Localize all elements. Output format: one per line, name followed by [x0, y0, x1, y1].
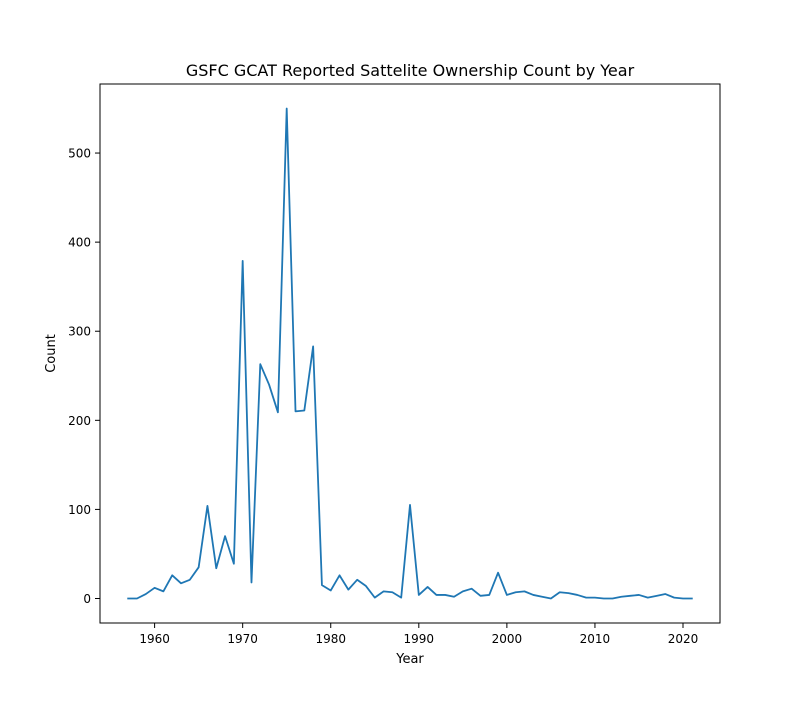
y-tick-label-300: 300	[68, 325, 91, 339]
x-tick-label-1960: 1960	[139, 632, 170, 646]
y-axis: 0 100 200 300 400 500	[68, 147, 100, 606]
y-tick-label-200: 200	[68, 414, 91, 428]
y-tick-label-400: 400	[68, 236, 91, 250]
chart-title: GSFC GCAT Reported Sattelite Ownership C…	[186, 61, 635, 80]
x-tick-label-1990: 1990	[404, 632, 435, 646]
x-tick-label-1970: 1970	[227, 632, 258, 646]
x-axis: 1960 1970 1980 1990 2000 2010 2020	[139, 623, 698, 646]
x-tick-label-2010: 2010	[580, 632, 611, 646]
y-axis-label: Count	[44, 334, 59, 373]
x-tick-label-1980: 1980	[315, 632, 346, 646]
x-axis-label: Year	[395, 652, 424, 667]
x-tick-label-2000: 2000	[492, 632, 523, 646]
y-tick-label-500: 500	[68, 147, 91, 161]
x-tick-label-2020: 2020	[668, 632, 699, 646]
series-layer	[127, 107, 693, 600]
plot-area	[100, 84, 720, 623]
plot-frame	[99, 83, 721, 624]
y-tick-label-100: 100	[68, 503, 91, 517]
y-tick-label-0: 0	[83, 592, 91, 606]
series-line-0	[127, 107, 693, 600]
